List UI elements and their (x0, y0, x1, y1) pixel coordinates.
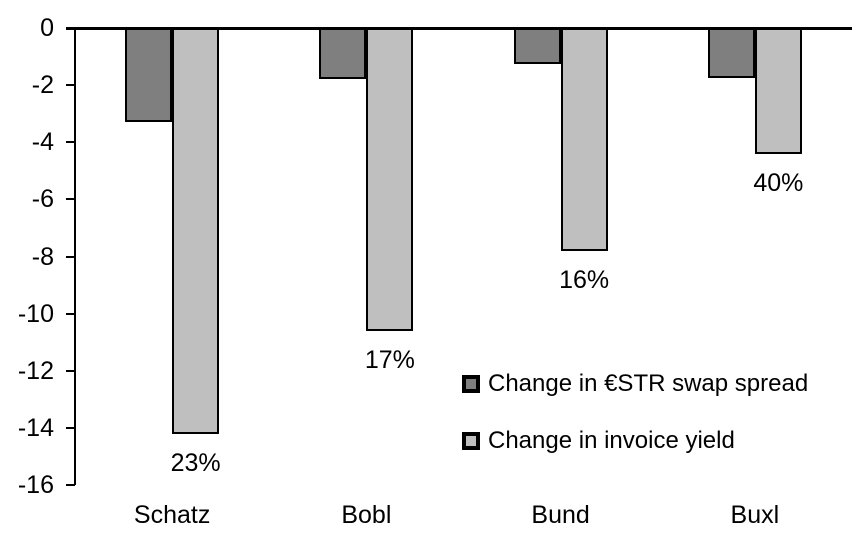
y-axis-tick-label: -16 (17, 471, 54, 499)
y-axis-tick (66, 369, 75, 372)
y-axis-tick (66, 141, 75, 144)
y-axis-tick-label: -4 (31, 128, 54, 157)
y-axis-tick (66, 426, 75, 429)
legend-label: Change in invoice yield (488, 427, 735, 454)
y-axis-tick-label: -14 (17, 413, 54, 442)
legend-label: Change in €STR swap spread (488, 370, 809, 397)
bar-invoice-yield (172, 28, 220, 434)
y-axis-tick (66, 255, 75, 258)
bar-estr-swap-spread (513, 28, 561, 64)
x-axis-category-label: Buxl (730, 501, 780, 529)
y-axis-tick-label: -10 (17, 299, 54, 328)
bar-value-label: 23% (170, 448, 221, 477)
y-axis-tick (66, 484, 75, 486)
bar-invoice-yield (560, 28, 608, 251)
y-axis-tick-label: 0 (40, 14, 54, 42)
x-axis-category-label: Schatz (133, 501, 211, 529)
bar-invoice-yield (754, 28, 802, 154)
bar-estr-swap-spread (707, 28, 755, 78)
y-axis-tick (66, 312, 75, 315)
bar-estr-swap-spread (125, 28, 173, 122)
y-axis-tick-label: -12 (17, 356, 54, 385)
legend-item: Change in €STR swap spread (462, 370, 809, 397)
y-axis-tick-label: -8 (31, 242, 54, 271)
bar-value-label: 17% (364, 345, 415, 374)
y-axis-line (74, 28, 76, 485)
bar-value-label: 16% (559, 265, 610, 294)
bar-estr-swap-spread (319, 28, 367, 79)
bar-value-label: 40% (753, 168, 804, 197)
legend-swatch-estr-swap-spread (462, 375, 480, 393)
y-axis-tick (66, 198, 75, 201)
legend-swatch-invoice-yield (462, 432, 480, 450)
y-axis-tick-label: -2 (31, 71, 54, 100)
legend-item: Change in invoice yield (462, 427, 735, 454)
x-axis-category-label: Bobl (341, 501, 392, 529)
bar-invoice-yield (366, 28, 414, 331)
y-axis-tick (66, 84, 75, 87)
x-axis-category-label: Bund (531, 501, 590, 529)
x-axis-zero-line (66, 27, 852, 30)
y-axis-tick-label: -6 (31, 185, 54, 214)
